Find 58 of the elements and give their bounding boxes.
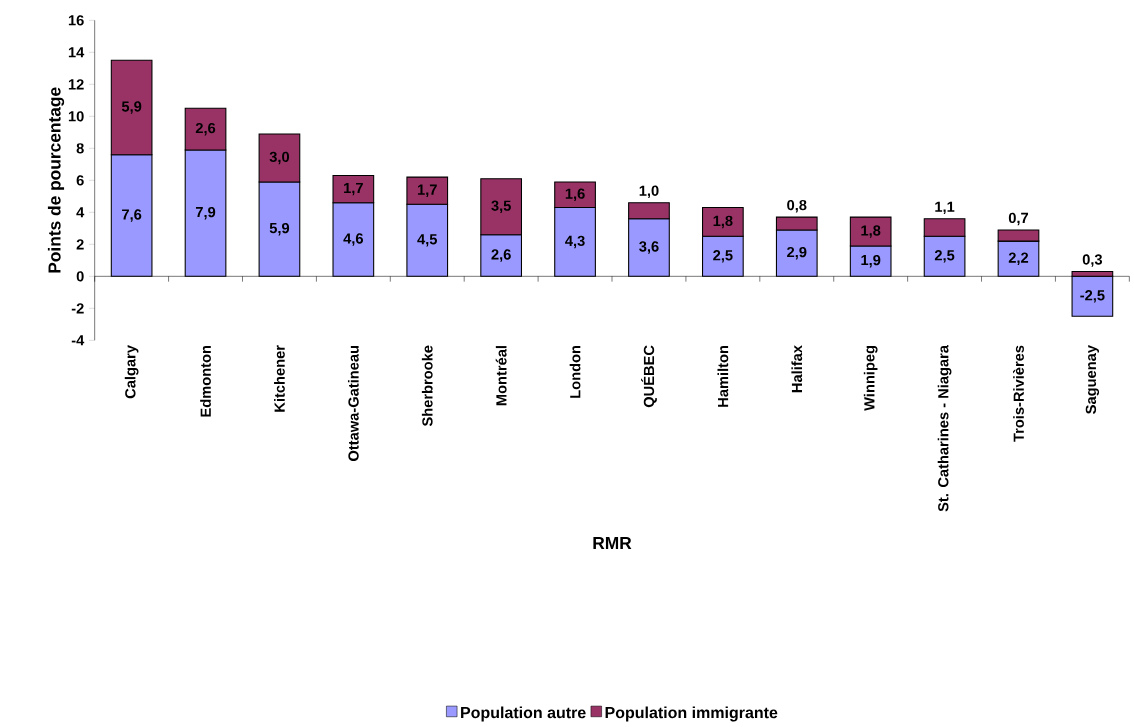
y-tick-label: 8	[76, 143, 84, 154]
y-tick-label: 0	[76, 271, 84, 282]
data-label: 3,5	[491, 200, 511, 213]
y-tick-label: 10	[68, 111, 84, 122]
legend-label: Population immigrante	[605, 706, 778, 722]
data-label: 2,5	[713, 250, 733, 263]
data-label: 2,9	[787, 246, 807, 260]
data-label: 2,5	[934, 250, 955, 263]
x-tick-label: Hamilton	[717, 345, 729, 407]
data-label: 1,6	[565, 188, 585, 201]
data-label: 1,8	[861, 225, 881, 238]
x-tick-label: Sherbrooke	[421, 345, 433, 427]
data-label: 0,3	[1082, 254, 1103, 267]
x-tick-label: St. Catharines - Niagara	[937, 344, 952, 512]
data-label: 4,6	[343, 233, 364, 246]
y-tick-label: 12	[68, 79, 84, 90]
x-tick-label: Edmonton	[200, 345, 211, 417]
data-label: 1,0	[639, 185, 659, 199]
data-label: 1,8	[713, 215, 733, 229]
x-tick-label: Calgary	[124, 345, 139, 399]
bar	[1071, 275, 1114, 317]
data-label: -2,5	[1080, 290, 1105, 303]
data-label: 1,7	[417, 184, 437, 197]
x-tick-label: Halifax	[791, 345, 803, 393]
data-label: 2,6	[195, 122, 216, 136]
y-tick-label: 6	[76, 175, 84, 186]
x-tick-label: Kitchener	[274, 345, 285, 412]
y-tick-label: 16	[68, 15, 84, 26]
data-label: 5,9	[269, 222, 290, 236]
data-label: 5,9	[121, 101, 142, 114]
y-tick-label: 14	[68, 47, 85, 58]
x-tick-label: London	[569, 345, 581, 398]
x-tick-label: Trois-Rivières	[1013, 345, 1024, 442]
data-label: 3,0	[269, 151, 290, 165]
x-tick-label: Winnipeg	[863, 346, 878, 411]
data-label: 0,7	[1008, 212, 1029, 226]
x-tick-label: Saguenay	[1085, 345, 1100, 414]
data-label: 1,7	[344, 182, 363, 196]
data-label: 7,9	[195, 206, 216, 220]
x-tick-label: Montréal	[495, 346, 507, 406]
data-label: 1,1	[935, 201, 955, 215]
x-axis-title: RMR	[593, 537, 632, 549]
data-label: 7,6	[122, 209, 142, 222]
y-tick-label: 4	[76, 207, 85, 218]
legend-label: Population autre	[461, 706, 586, 722]
x-tick-label: Ottawa-Gatineau	[347, 346, 359, 461]
data-label: 1,9	[861, 254, 881, 268]
y-tick-label: -2	[71, 303, 84, 314]
data-label: 3,6	[639, 241, 659, 254]
y-tick-label: -4	[71, 335, 85, 346]
x-tick-label: QUÉBEC	[641, 345, 657, 408]
y-axis-title: Points de pourcentage	[47, 87, 65, 273]
data-label: 4,5	[417, 234, 438, 247]
data-label: 2,2	[1008, 252, 1029, 265]
data-label: 2,6	[491, 249, 511, 262]
y-tick-label: 2	[76, 239, 84, 250]
data-label: 0,8	[787, 199, 807, 213]
data-label: 4,3	[565, 235, 585, 249]
